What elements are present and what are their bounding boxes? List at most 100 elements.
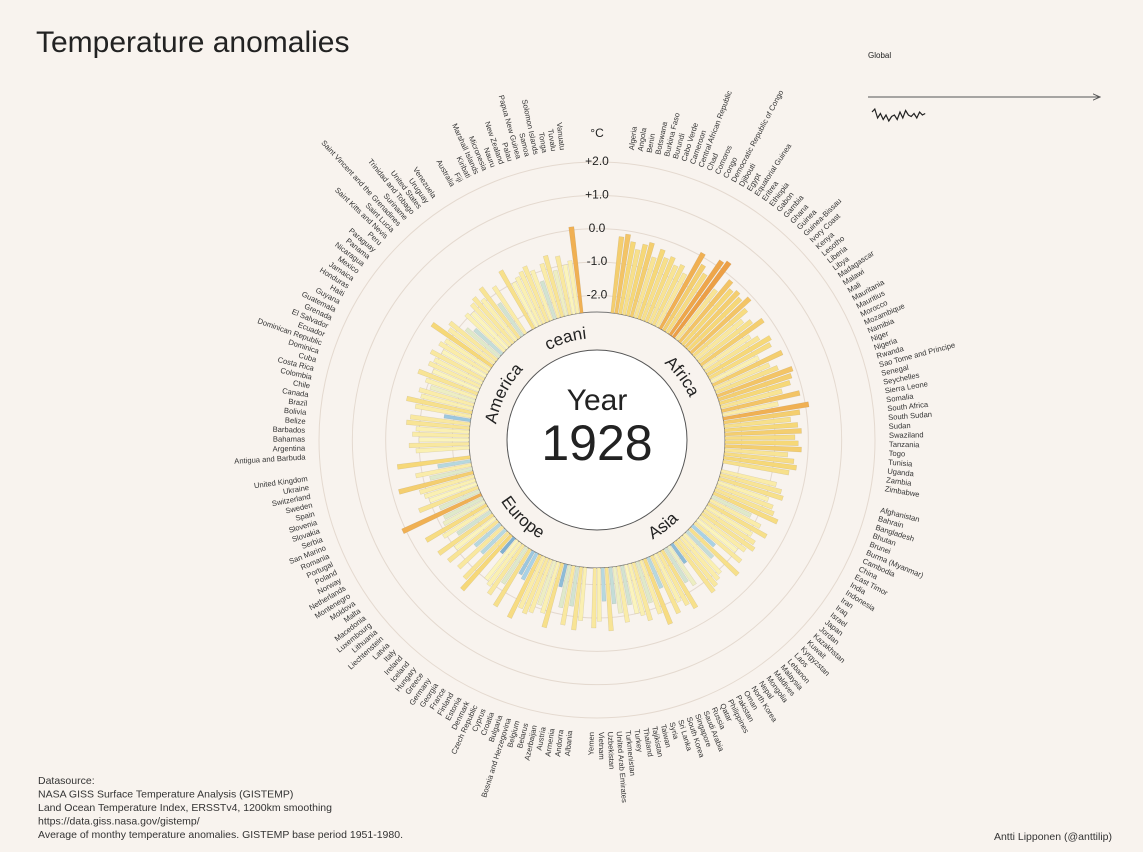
- bar: [633, 256, 657, 319]
- bar: [618, 241, 636, 315]
- bar: [577, 567, 588, 621]
- grid-circle: [351, 194, 843, 686]
- unit-label: °C: [590, 126, 604, 140]
- bar: [674, 288, 718, 341]
- bar: [514, 275, 543, 327]
- bar: [441, 349, 488, 378]
- bar: [722, 459, 790, 476]
- bar: [673, 540, 716, 594]
- source-line: Datasource:: [38, 775, 95, 787]
- country-label: Angola: [636, 126, 649, 151]
- bar: [418, 387, 475, 407]
- country-label: Algeria: [627, 125, 639, 150]
- bar: [719, 472, 783, 495]
- bar: [491, 285, 528, 335]
- bar: [398, 470, 474, 495]
- bar: [414, 403, 472, 419]
- bar: [567, 260, 580, 314]
- bar: [682, 532, 723, 575]
- bar: [600, 567, 607, 602]
- bar: [648, 264, 679, 325]
- bar: [443, 496, 484, 520]
- bar: [473, 327, 504, 356]
- bar: [688, 527, 740, 577]
- bar: [681, 288, 734, 347]
- country-label: Ukraine: [282, 483, 309, 496]
- bar: [679, 535, 721, 582]
- bar: [518, 270, 546, 325]
- bar: [604, 567, 614, 632]
- bar: [670, 542, 688, 565]
- bar: [683, 289, 741, 349]
- bar: [708, 342, 772, 380]
- grid-circle: [318, 161, 876, 719]
- bar: [569, 566, 580, 607]
- bar: [637, 248, 666, 320]
- country-label: Albania: [563, 730, 574, 757]
- country-label: Turkey: [632, 729, 644, 753]
- country-label: Bahamas: [273, 435, 305, 444]
- country-label: South Africa: [887, 400, 929, 413]
- bar: [707, 501, 768, 539]
- bar: [701, 334, 752, 370]
- bar: [406, 395, 473, 415]
- bar: [720, 469, 777, 487]
- bar: [663, 547, 689, 584]
- year-label: Year: [567, 384, 628, 417]
- bar: [539, 262, 561, 319]
- bar: [528, 558, 553, 614]
- bar: [714, 487, 775, 517]
- bar: [511, 281, 539, 328]
- country-label: Somalia: [886, 391, 915, 404]
- bar: [658, 251, 706, 330]
- bar: [629, 241, 655, 318]
- bar: [695, 518, 738, 553]
- bar: [415, 445, 470, 454]
- source-line: Average of monthy temperature anomalies.…: [38, 829, 403, 841]
- country-label: Sudan: [888, 421, 910, 431]
- bar: [423, 478, 477, 499]
- bar: [447, 327, 496, 365]
- source-line: https://data.giss.nasa.gov/gistemp/: [38, 816, 200, 828]
- bar: [424, 377, 477, 400]
- bar: [460, 533, 513, 592]
- bar: [705, 505, 754, 537]
- bar: [721, 401, 779, 417]
- bar: [718, 379, 791, 406]
- bar: [473, 522, 502, 548]
- bar: [635, 560, 653, 604]
- bar: [542, 254, 565, 318]
- bar: [624, 564, 640, 615]
- country-label: Syria: [668, 721, 681, 741]
- country-label: Austria: [535, 725, 548, 751]
- bar: [649, 554, 682, 615]
- bar: [713, 362, 771, 391]
- bar: [676, 537, 719, 588]
- bar: [518, 550, 536, 576]
- bar: [471, 296, 515, 345]
- bar: [716, 365, 794, 398]
- bar: [562, 264, 576, 315]
- bar: [396, 455, 471, 470]
- bar: [698, 514, 747, 553]
- bar: [665, 272, 708, 334]
- bar: [448, 320, 499, 362]
- country-label: Uganda: [887, 467, 915, 479]
- bar: [717, 480, 770, 502]
- global-title: Global: [868, 51, 891, 60]
- credit: Antti Lipponen (@anttilip): [994, 831, 1112, 843]
- country-label: Fiji: [452, 171, 465, 184]
- bar: [480, 297, 518, 343]
- bar: [442, 499, 486, 527]
- country-label: Tunisia: [888, 458, 914, 469]
- bar: [656, 551, 690, 607]
- bar: [444, 338, 492, 372]
- bar: [429, 349, 486, 382]
- bar: [486, 543, 526, 596]
- bar: [415, 463, 472, 479]
- bar: [427, 360, 482, 389]
- bar: [442, 506, 490, 539]
- bar: [644, 256, 676, 323]
- bar: [671, 260, 732, 339]
- bar: [722, 401, 810, 421]
